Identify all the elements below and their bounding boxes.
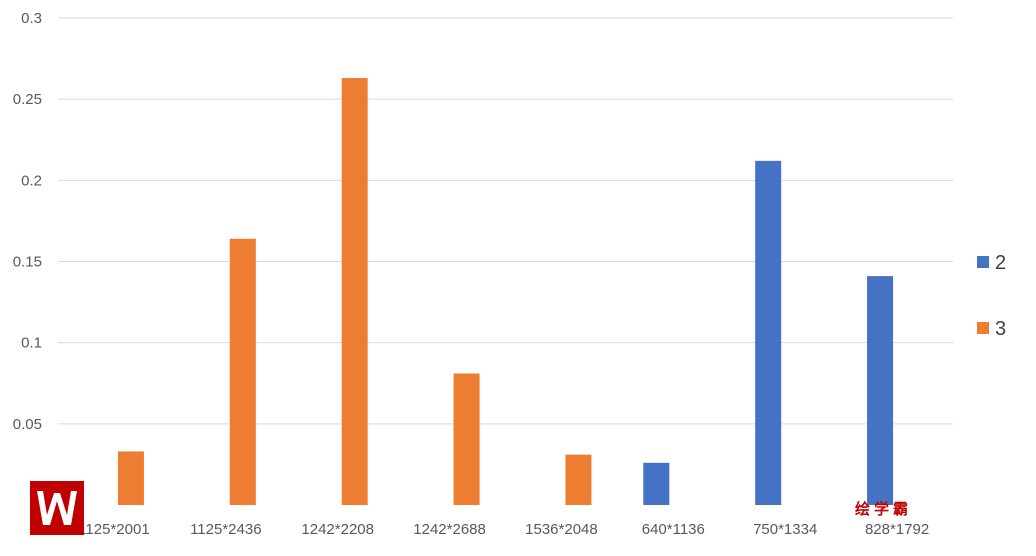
bar-series-3-0	[117, 451, 144, 505]
bar-series-3-2	[341, 78, 368, 506]
x-category-label: 1242*2688	[413, 521, 486, 538]
legend-label-2: 2	[995, 252, 1006, 274]
bar-series-3-3	[453, 373, 480, 505]
y-tick-label: 0.2	[21, 172, 42, 189]
x-category-label: 1242*2208	[301, 521, 374, 538]
y-tick-label: 0.3	[21, 10, 42, 27]
x-axis-category-labels: 1125*2001 1125*2436 1242*2208 1242*2688 1536…	[78, 521, 929, 538]
y-tick-label: 0.05	[13, 416, 42, 433]
y-axis-tick-labels: 0.05 0.1 0.15 0.2 0.25 0.3	[13, 10, 42, 433]
red-w-logo-icon	[30, 481, 84, 535]
legend-label-3: 3	[995, 318, 1006, 340]
legend-swatch-3	[977, 322, 989, 334]
x-category-label: 1125*2436	[190, 521, 261, 538]
bar-series-3-1	[229, 238, 256, 506]
bar-series-2-5	[643, 462, 670, 505]
x-category-label: 1536*2048	[525, 521, 598, 538]
bars	[117, 78, 894, 506]
x-category-label: 1125*2001	[78, 521, 149, 538]
x-category-label: 640*1136	[642, 521, 705, 538]
watermark-brand-text: 绘学霸	[855, 500, 913, 518]
y-tick-label: 0.15	[13, 254, 42, 271]
x-category-label: 750*1334	[753, 521, 817, 538]
y-tick-label: 0.25	[13, 91, 42, 108]
bar-series-2-7	[867, 276, 894, 505]
bar-series-3-4	[565, 454, 592, 505]
legend-swatch-2	[977, 256, 989, 268]
y-tick-label: 0.1	[21, 335, 42, 352]
bar-series-2-6	[755, 160, 782, 505]
x-category-label: 828*1792	[865, 521, 929, 538]
legend: 23	[977, 252, 1006, 340]
gridlines	[58, 17, 953, 425]
